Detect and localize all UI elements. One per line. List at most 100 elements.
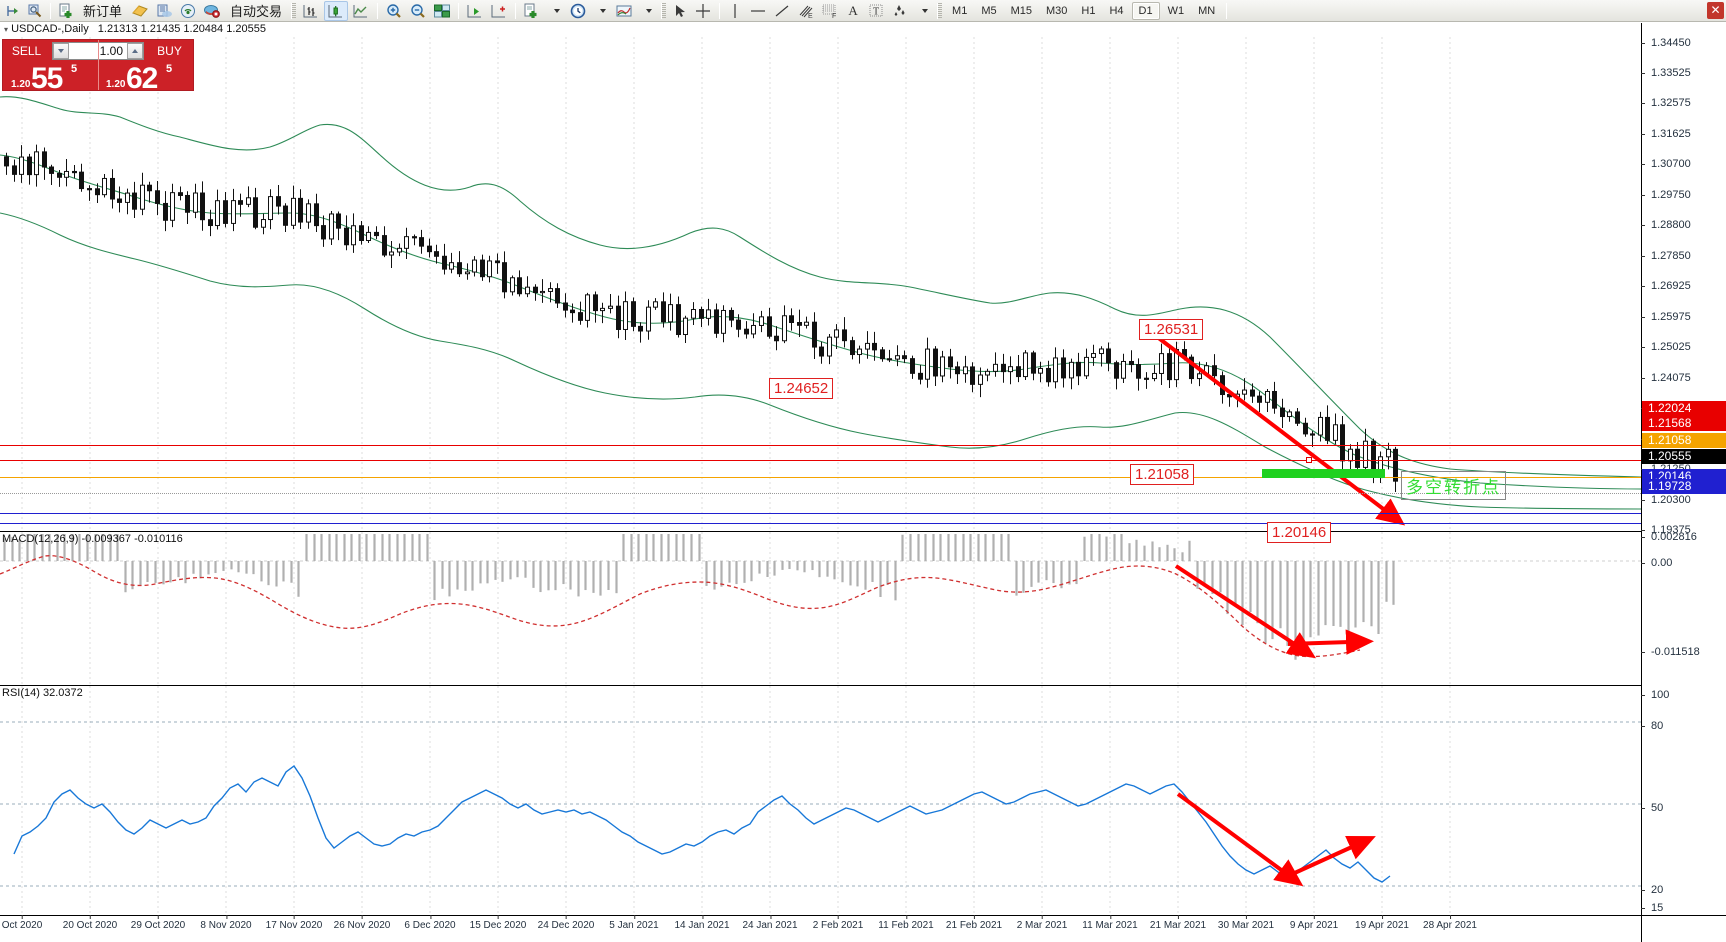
timeframe-m30[interactable]: M30: [1046, 4, 1068, 17]
level-label-resistance-1[interactable]: 1.22024: [1642, 401, 1726, 416]
line-chart-icon[interactable]: [350, 1, 372, 21]
buy-button[interactable]: BUY: [157, 44, 182, 58]
price-chart-pane[interactable]: 1.26531 1.24652 1.21058 1.20146 多空转折点: [0, 37, 1642, 543]
one-click-trading-panel[interactable]: SELL 1.00 BUY 1.20 55 5 1.20 62 5: [2, 39, 194, 95]
support-line-blue-1[interactable]: [0, 513, 1641, 514]
axis-corner: [1641, 915, 1726, 942]
shapes-icon[interactable]: [889, 1, 911, 21]
shapes-dropdown-chevron-down-icon[interactable]: [913, 1, 933, 21]
price-tag-mid[interactable]: 1.24652: [769, 378, 834, 399]
x-tick: 19 Apr 2021: [1355, 915, 1409, 931]
resistance-line-2-handle[interactable]: [1306, 457, 1312, 463]
y-tick: 1.33525: [1641, 68, 1726, 79]
resistance-line-1[interactable]: [0, 445, 1641, 446]
equidistant-channel-icon[interactable]: E: [795, 1, 817, 21]
timeframe-w1[interactable]: W1: [1167, 4, 1185, 17]
zoom-in-icon[interactable]: [383, 1, 405, 21]
rsi-indicator-pane[interactable]: RSI(14) 32.0372: [0, 685, 1641, 916]
volume-increment-button[interactable]: [127, 43, 143, 59]
toolbar-grip-2[interactable]: [661, 2, 667, 19]
fibonacci-icon[interactable]: F: [819, 1, 841, 21]
price-axis[interactable]: 1.34450 1.33525 1.32575 1.31625 1.30700 …: [1641, 23, 1726, 916]
text-label-icon[interactable]: T: [865, 1, 887, 21]
x-tick: 6 Dec 2020: [404, 915, 456, 931]
level-label-resistance-2[interactable]: 1.21568: [1642, 416, 1726, 431]
price-downtrend-arrow[interactable]: [0, 37, 1641, 530]
expert-advisor-icon[interactable]: [3, 1, 23, 21]
y-tick: 1.20300: [1641, 495, 1726, 506]
candlestick-chart-icon[interactable]: [324, 0, 349, 21]
close-icon[interactable]: ✕: [1707, 2, 1724, 19]
rsi-trend-arrows[interactable]: [0, 686, 1641, 916]
toolbar-separator-4: [515, 2, 517, 19]
indicators-icon[interactable]: [521, 1, 543, 21]
timeframe-m1[interactable]: M1: [952, 4, 968, 17]
x-tick: 11 Mar 2021: [1082, 915, 1138, 931]
new-order-icon[interactable]: [56, 1, 76, 21]
zoom-out-icon[interactable]: [407, 1, 429, 21]
autotrading-button[interactable]: 自动交易: [225, 1, 287, 21]
sell-button[interactable]: SELL: [11, 44, 42, 58]
x-tick: 2 Feb 2021: [812, 915, 864, 931]
toolbar-separator-6: [1226, 2, 1228, 19]
search-icon[interactable]: [25, 1, 45, 21]
metaeditor-icon[interactable]: [129, 1, 151, 21]
x-tick: 9 Apr 2021: [1289, 915, 1339, 931]
y-tick: 1.32575: [1641, 98, 1726, 109]
y-tick: 1.34450: [1641, 38, 1726, 49]
level-label-support-2[interactable]: 1.19728: [1642, 479, 1726, 494]
buy-price[interactable]: 1.20 62 5: [98, 62, 193, 95]
date-axis[interactable]: Oct 2020 20 Oct 2020 29 Oct 2020 8 Nov 2…: [0, 915, 1641, 942]
new-order-button[interactable]: 新订单: [78, 1, 127, 21]
level-label-current-price[interactable]: 1.20555: [1642, 449, 1726, 464]
resistance-line-2[interactable]: [0, 460, 1641, 461]
support-line-blue-2[interactable]: [0, 523, 1641, 524]
y-tick: 1.27850: [1641, 251, 1726, 262]
buy-price-prefix: 1.20: [106, 79, 126, 90]
bar-chart-icon[interactable]: [300, 1, 322, 21]
timeframe-mn[interactable]: MN: [1198, 4, 1216, 17]
auto-scroll-icon[interactable]: [464, 1, 486, 21]
tile-windows-icon[interactable]: [431, 1, 453, 21]
templates-icon[interactable]: [613, 1, 635, 21]
toolbar-grip[interactable]: [291, 2, 297, 19]
svg-text:T: T: [873, 6, 879, 17]
macd-downtrend-arrow[interactable]: [0, 532, 1641, 685]
trend-reversal-note[interactable]: 多空转折点: [1401, 471, 1506, 500]
timeframe-m15[interactable]: M15: [1010, 4, 1032, 17]
autotrading-icon[interactable]: [201, 1, 223, 21]
text-icon[interactable]: A: [843, 1, 863, 21]
signals-icon[interactable]: [177, 1, 199, 21]
periods-dropdown-chevron-down-icon[interactable]: [591, 1, 611, 21]
sell-price[interactable]: 1.20 55 5: [3, 62, 98, 95]
templates-dropdown-chevron-down-icon[interactable]: [637, 1, 657, 21]
volume-value[interactable]: 1.00: [99, 44, 123, 58]
trendline-icon[interactable]: [771, 1, 793, 21]
periods-icon[interactable]: [567, 1, 589, 21]
timeframe-m5[interactable]: M5: [981, 4, 997, 17]
navigator-icon[interactable]: [153, 1, 175, 21]
price-tag-support[interactable]: 1.21058: [1130, 464, 1195, 485]
level-label-pivot[interactable]: 1.21058: [1642, 433, 1726, 448]
macd-indicator-pane[interactable]: MACD(12,26,9) -0.009367 -0.010116: [0, 531, 1641, 685]
price-tag-high[interactable]: 1.26531: [1139, 319, 1204, 340]
cursor-icon[interactable]: [670, 1, 690, 21]
timeframe-h1[interactable]: H1: [1081, 4, 1096, 17]
crosshair-icon[interactable]: [692, 1, 714, 21]
y-tick: 1.30700: [1641, 159, 1726, 170]
text-icon-glyph: A: [848, 2, 858, 18]
volume-decrement-button[interactable]: [53, 43, 69, 59]
chart-shift-icon[interactable]: [488, 1, 510, 21]
timeframe-h4[interactable]: H4: [1109, 4, 1124, 17]
y-tick: 1.24075: [1641, 373, 1726, 384]
support-zone-highlight[interactable]: [1262, 469, 1385, 478]
chart-collapse-icon[interactable]: ▾: [4, 25, 9, 34]
horizontal-line-icon[interactable]: [747, 1, 769, 21]
toolbar-separator: [50, 2, 51, 19]
price-tag-low[interactable]: 1.20146: [1267, 522, 1332, 543]
pivot-line-orange[interactable]: [0, 477, 1641, 478]
indicators-dropdown-chevron-down-icon[interactable]: [545, 1, 565, 21]
toolbar-grip-3[interactable]: [937, 2, 943, 19]
vertical-line-icon[interactable]: [725, 1, 745, 21]
timeframe-d1[interactable]: D1: [1131, 1, 1160, 20]
